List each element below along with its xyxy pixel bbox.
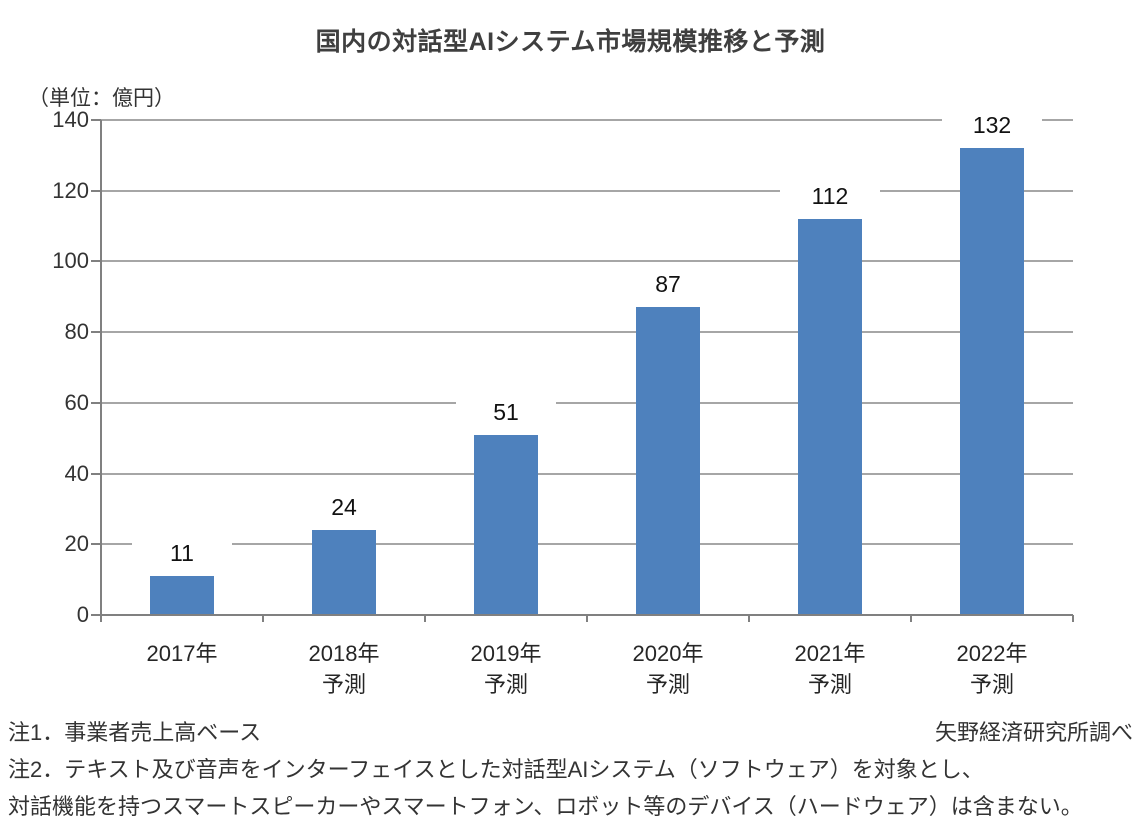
x-category-label: 2019年予測 xyxy=(425,638,587,700)
grid-line xyxy=(101,260,1073,263)
footnotes: 注1．事業者売上高ベース 矢野経済研究所調べ 注2．テキスト及び音声をインターフ… xyxy=(8,714,1133,825)
x-category-label-line: 2021年 xyxy=(794,641,866,666)
grid-line xyxy=(101,119,1073,121)
y-tick-label: 0 xyxy=(76,602,89,627)
chart-title: 国内の対話型AIシステム市場規模推移と予測 xyxy=(315,28,826,56)
bar xyxy=(960,148,1024,615)
x-axis-line xyxy=(91,614,1073,616)
x-category-label: 2022年予測 xyxy=(911,638,1073,700)
x-category-label: 2018年予測 xyxy=(263,638,425,700)
y-axis-tick xyxy=(91,331,101,334)
note-row: 注1．事業者売上高ベース 矢野経済研究所調べ xyxy=(8,714,1133,751)
x-category-label-line: 2019年 xyxy=(470,641,542,666)
x-category-label-line: 予測 xyxy=(321,672,366,697)
grid-line xyxy=(101,401,1073,404)
footnote-2-line1: 注2．テキスト及び音声をインターフェイスとした対話型AIシステム（ソフトウェア）… xyxy=(8,757,984,782)
y-axis-tick xyxy=(91,543,101,546)
x-category-label-line: 予測 xyxy=(969,672,1014,697)
x-axis-tick xyxy=(910,615,912,622)
x-category-label-line: 2022年 xyxy=(956,641,1028,666)
y-tick-label: 100 xyxy=(52,248,89,274)
grid-line xyxy=(101,543,1073,546)
x-category-label-line: 2020年 xyxy=(632,641,704,666)
y-tick-label: 40 xyxy=(64,460,89,486)
bar-value-label: 24 xyxy=(294,493,394,522)
bar-value-label: 11 xyxy=(132,539,232,568)
y-axis-tick xyxy=(91,119,101,121)
x-axis-tick xyxy=(424,615,426,622)
x-category-label-line: 予測 xyxy=(483,672,528,697)
y-axis-line xyxy=(100,120,102,622)
x-category-label: 2017年 xyxy=(101,638,263,669)
y-tick-label: 20 xyxy=(64,531,89,557)
x-category-label: 2020年予測 xyxy=(587,638,749,700)
x-category-label-line: 2017年 xyxy=(146,641,218,666)
x-category-label-line: 2018年 xyxy=(308,641,380,666)
y-axis-tick xyxy=(91,472,101,475)
footnote-2-line2: 対話機能を持つスマートスピーカーやスマートフォン、ロボット等のデバイス（ハードウ… xyxy=(8,794,1083,819)
x-category-label-line: 予測 xyxy=(645,672,690,697)
x-category-label-line: 予測 xyxy=(807,672,852,697)
bar xyxy=(150,576,214,615)
plot-area: 0 20 40 60 80 100 120 140 11 2017年 24 2018年予測 51 2019… xyxy=(52,107,1074,697)
grid-line xyxy=(101,189,1073,192)
y-axis-tick xyxy=(91,260,101,263)
y-tick-label: 60 xyxy=(64,389,89,415)
y-axis-unit-label: （単位：億円） xyxy=(28,87,175,110)
bar xyxy=(312,530,376,615)
y-axis-tick xyxy=(91,401,101,404)
y-axis-tick xyxy=(91,189,101,192)
bar-value-label: 132 xyxy=(942,111,1042,140)
grid-line xyxy=(101,472,1073,475)
bar-value-label: 87 xyxy=(618,270,718,299)
bar-value-label: 112 xyxy=(780,182,880,210)
x-category-label: 2021年予測 xyxy=(749,638,911,700)
source-credit: 矢野経済研究所調べ xyxy=(934,720,1133,745)
bar xyxy=(798,219,862,615)
footnote-1: 注1．事業者売上高ベース xyxy=(8,720,262,745)
x-axis-tick xyxy=(1072,615,1074,622)
bar xyxy=(474,434,538,615)
grid-line xyxy=(101,331,1073,334)
x-axis-tick xyxy=(748,615,750,622)
bar-value-label: 51 xyxy=(456,397,556,426)
y-tick-label: 140 xyxy=(52,107,89,132)
y-tick-label: 80 xyxy=(64,319,89,345)
y-tick-label: 120 xyxy=(52,177,89,203)
x-axis-tick xyxy=(262,615,264,622)
x-axis-tick xyxy=(586,615,588,622)
bar xyxy=(636,307,700,615)
